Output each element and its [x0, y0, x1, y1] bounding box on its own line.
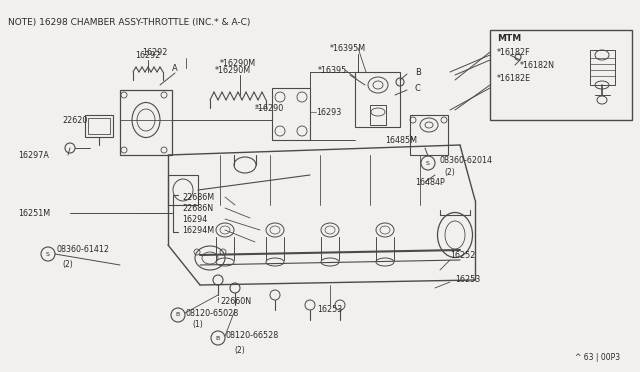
Text: 16253: 16253 [455, 276, 480, 285]
Text: (2): (2) [235, 346, 245, 355]
Text: 22686M: 22686M [182, 192, 214, 202]
Text: 22686N: 22686N [182, 203, 213, 212]
Text: 08360-61412: 08360-61412 [56, 246, 109, 254]
Text: 08360-62014: 08360-62014 [440, 155, 493, 164]
Text: 22620: 22620 [62, 115, 88, 125]
Bar [88, 118, 110, 134]
Bar [168, 175, 198, 205]
Text: (2): (2) [62, 260, 73, 269]
Bar [410, 115, 448, 155]
Bar [490, 30, 632, 120]
Text: *16182F: *16182F [497, 48, 531, 57]
Text: *16290M: *16290M [215, 65, 251, 74]
Text: 08120-66528: 08120-66528 [226, 331, 279, 340]
Bar [355, 72, 400, 127]
Text: 16297A: 16297A [18, 151, 49, 160]
Text: 16292: 16292 [135, 51, 161, 60]
Text: 08120-65028: 08120-65028 [186, 308, 239, 317]
Text: ^ 63 | 00P3: ^ 63 | 00P3 [575, 353, 620, 362]
Text: 16251M: 16251M [18, 208, 50, 218]
Text: 16293: 16293 [316, 108, 341, 116]
Text: *16290M: *16290M [220, 58, 256, 67]
Text: S: S [46, 251, 50, 257]
Text: C: C [415, 83, 421, 93]
Text: 16294M: 16294M [182, 225, 214, 234]
Text: (1): (1) [192, 321, 203, 330]
Bar [120, 90, 172, 155]
Text: *16290: *16290 [255, 103, 284, 112]
Text: B: B [176, 312, 180, 317]
Text: *16395: *16395 [318, 65, 348, 74]
Text: A: A [172, 64, 178, 73]
Text: *16182N: *16182N [520, 61, 555, 70]
Text: *16395M: *16395M [330, 44, 366, 52]
Text: 16292: 16292 [142, 48, 168, 57]
Text: B: B [415, 67, 421, 77]
Text: 16252: 16252 [450, 250, 476, 260]
Text: *16182E: *16182E [497, 74, 531, 83]
Text: 16294: 16294 [182, 215, 207, 224]
Bar [370, 105, 386, 125]
Bar [85, 115, 113, 137]
Text: (2): (2) [445, 167, 456, 176]
Text: 22660N: 22660N [220, 298, 251, 307]
Bar [590, 50, 615, 85]
Text: B: B [216, 336, 220, 340]
Text: MTM: MTM [497, 33, 521, 42]
Text: S: S [426, 160, 430, 166]
Text: 16485M: 16485M [385, 135, 417, 144]
Text: NOTE) 16298 CHAMBER ASSY-THROTTLE (INC.* & A-C): NOTE) 16298 CHAMBER ASSY-THROTTLE (INC.*… [8, 18, 250, 27]
Text: 16484P: 16484P [415, 177, 445, 186]
Text: 16253: 16253 [317, 305, 342, 314]
